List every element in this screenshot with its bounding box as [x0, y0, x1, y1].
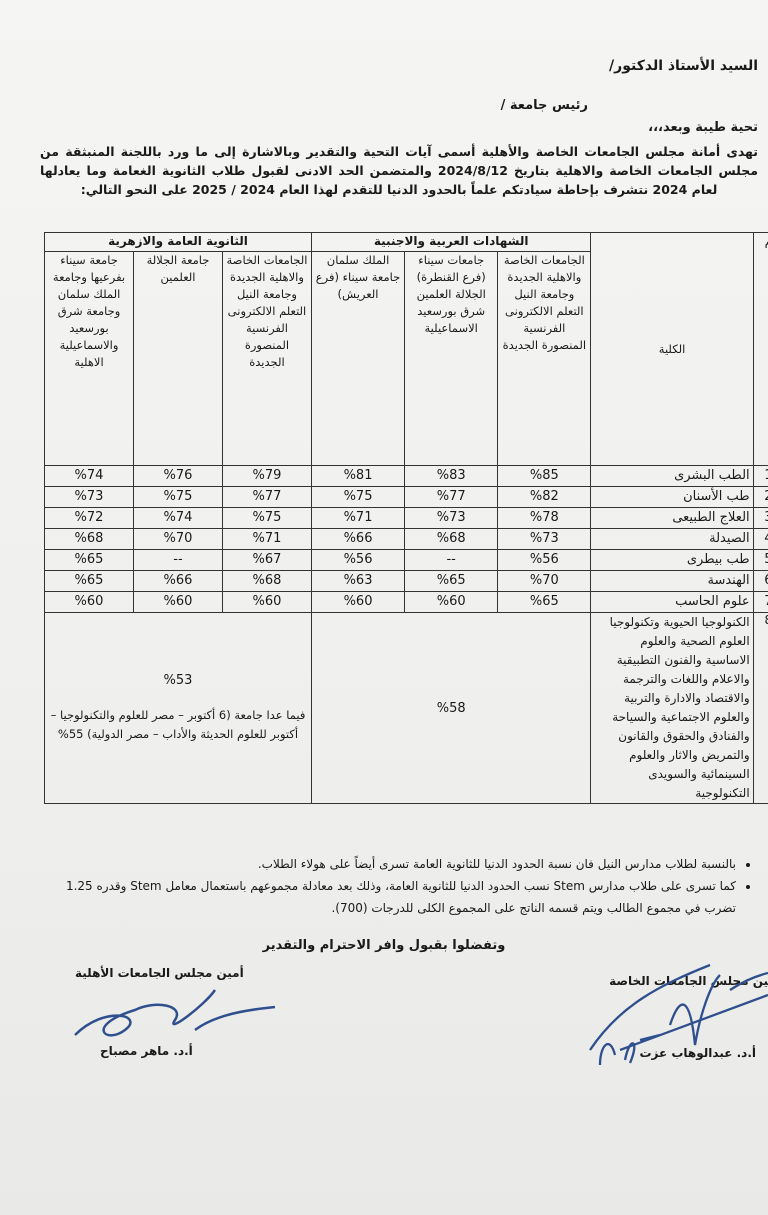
row-num: 5 [752, 549, 768, 571]
min-percentage: %65 [43, 549, 135, 571]
row-num: 8 [752, 612, 768, 804]
min-percentage: %73 [497, 528, 592, 550]
min-percentage: %70 [497, 570, 592, 592]
note-item: كما تسرى على طلاب مدارس Stem نسب الحدود … [40, 875, 736, 919]
min-percentage: %67 [221, 549, 312, 571]
min-percentage: %79 [221, 465, 312, 487]
min-percentage: %74 [133, 507, 223, 529]
subheader: الملك سلمان جامعة سيناء (فرع العريش) [310, 251, 406, 466]
min-percentage: -- [133, 549, 223, 571]
min-percentage: %75 [133, 486, 223, 508]
row-faculty: الكنولوجيا الحيوية وتكنولوجيا العلوم الص… [590, 612, 754, 804]
left-signatory-title: أمين مجلس الجامعات الأهلية [75, 966, 244, 980]
min-percentage: -- [404, 549, 499, 571]
min-percentage: %65 [404, 570, 499, 592]
row-faculty: العلاج الطبيعى [590, 507, 754, 529]
admission-table: م الكلية الشهادات العربية والاجنبية الثا… [43, 232, 768, 804]
min-percentage: %66 [310, 528, 406, 550]
right-signatory-title: أمين مجلس الجامعات الخاصة [609, 974, 768, 988]
general-min-exception: فيما عدا جامعة (6 أكتوبر – مصر للعلوم وا… [50, 707, 306, 741]
min-percentage: %73 [43, 486, 135, 508]
min-percentage: %65 [497, 591, 592, 613]
min-percentage: %81 [310, 465, 406, 487]
general-min-cell: %53 فيما عدا جامعة (6 أكتوبر – مصر للعلو… [44, 612, 312, 804]
table-row: 5طب بيطرى%56--%56%67--%65 [43, 549, 768, 571]
min-percentage: %77 [404, 486, 499, 508]
subheader: جامعة سيناء بفرعيها وجامعة الملك سلمان و… [43, 251, 135, 466]
row-faculty: علوم الحاسب [590, 591, 754, 613]
row-faculty: طب الأسنان [590, 486, 754, 508]
min-percentage: %83 [404, 465, 499, 487]
subheader: الجامعات الخاصة والاهلية الجديدة وجامعة … [497, 251, 592, 466]
row-num: 2 [752, 486, 768, 508]
min-percentage: %71 [221, 528, 312, 550]
row-faculty: الطب البشرى [590, 465, 754, 487]
salutation: السيد الأستاذ الدكتور/ [609, 58, 758, 74]
min-percentage: %56 [497, 549, 592, 571]
min-percentage: %65 [43, 570, 135, 592]
min-percentage: %71 [310, 507, 406, 529]
min-percentage: %77 [221, 486, 312, 508]
min-percentage: %72 [43, 507, 135, 529]
group-arab-foreign-header: الشهادات العربية والاجنبية [310, 232, 592, 252]
min-percentage: %56 [310, 549, 406, 571]
general-min: %53 [163, 672, 193, 688]
row-num: 7 [752, 591, 768, 613]
min-percentage: %68 [404, 528, 499, 550]
min-percentage: %60 [43, 591, 135, 613]
row-num: 1 [752, 465, 768, 487]
min-percentage: %76 [133, 465, 223, 487]
table-row-8: 8 الكنولوجيا الحيوية وتكنولوجيا العلوم ا… [44, 612, 768, 804]
closing-line: وتفضلوا بقبول وافر الاحترام والتقدير [262, 938, 506, 953]
row-faculty: الهندسة [590, 570, 754, 592]
min-percentage: %60 [133, 591, 223, 613]
min-percentage: %68 [221, 570, 312, 592]
right-signatory-name: أ.د. عبدالوهاب عزت [639, 1046, 756, 1060]
left-signature-icon [74, 989, 276, 1037]
table-row: 6الهندسة%70%65%63%68%66%65 [43, 570, 768, 592]
subheader: جامعة الجلالة العلمين [133, 251, 223, 466]
intro-paragraph: تهدى أمانة مجلس الجامعات الخاصة والأهلية… [40, 144, 758, 197]
row-faculty: طب بيطرى [590, 549, 754, 571]
table-row: 4الصيدلة%73%68%66%71%70%68 [43, 528, 768, 550]
min-percentage: %74 [43, 465, 135, 487]
col-num-header: م [752, 232, 768, 466]
min-percentage: %73 [404, 507, 499, 529]
min-percentage: %70 [133, 528, 223, 550]
note-item: بالنسبة لطلاب مدارس النيل فان نسبة الحدو… [40, 853, 736, 875]
min-percentage: %78 [497, 507, 592, 529]
table-row: 7علوم الحاسب%65%60%60%60%60%60 [43, 591, 768, 613]
recipient-title: رئيس جامعة / [500, 98, 588, 113]
arab-foreign-min: %58 [310, 612, 592, 804]
row-num: 4 [752, 528, 768, 550]
min-percentage: %75 [310, 486, 406, 508]
notes-list: بالنسبة لطلاب مدارس النيل فان نسبة الحدو… [40, 853, 754, 919]
table-row: 2طب الأسنان%82%77%75%77%75%73 [43, 486, 768, 508]
subheader: جامعات سيناء (فرع القنطرة) الجلالة العلم… [404, 251, 499, 466]
min-percentage: %60 [310, 591, 406, 613]
min-percentage: %60 [221, 591, 312, 613]
table-row: 1الطب البشرى%85%83%81%79%76%74 [43, 465, 768, 487]
row-num: 6 [752, 570, 768, 592]
row-faculty: الصيدلة [590, 528, 754, 550]
greeting: تحية طيبة وبعد،،، [648, 120, 758, 135]
min-percentage: %82 [497, 486, 592, 508]
min-percentage: %60 [404, 591, 499, 613]
min-percentage: %85 [497, 465, 592, 487]
subheader: الجامعات الخاصة والاهلية الجديدة وجامعة … [221, 251, 312, 466]
min-percentage: %75 [221, 507, 312, 529]
min-percentage: %68 [43, 528, 135, 550]
left-signatory-name: أ.د. ماهر مصباح [100, 1044, 193, 1058]
min-percentage: %66 [133, 570, 223, 592]
col-faculty-header: الكلية [590, 232, 754, 466]
min-percentage: %63 [310, 570, 406, 592]
group-general-azhar-header: الثانوية العامة والازهرية [44, 232, 312, 252]
row-num: 3 [752, 507, 768, 529]
right-signature-icon [589, 963, 768, 1066]
